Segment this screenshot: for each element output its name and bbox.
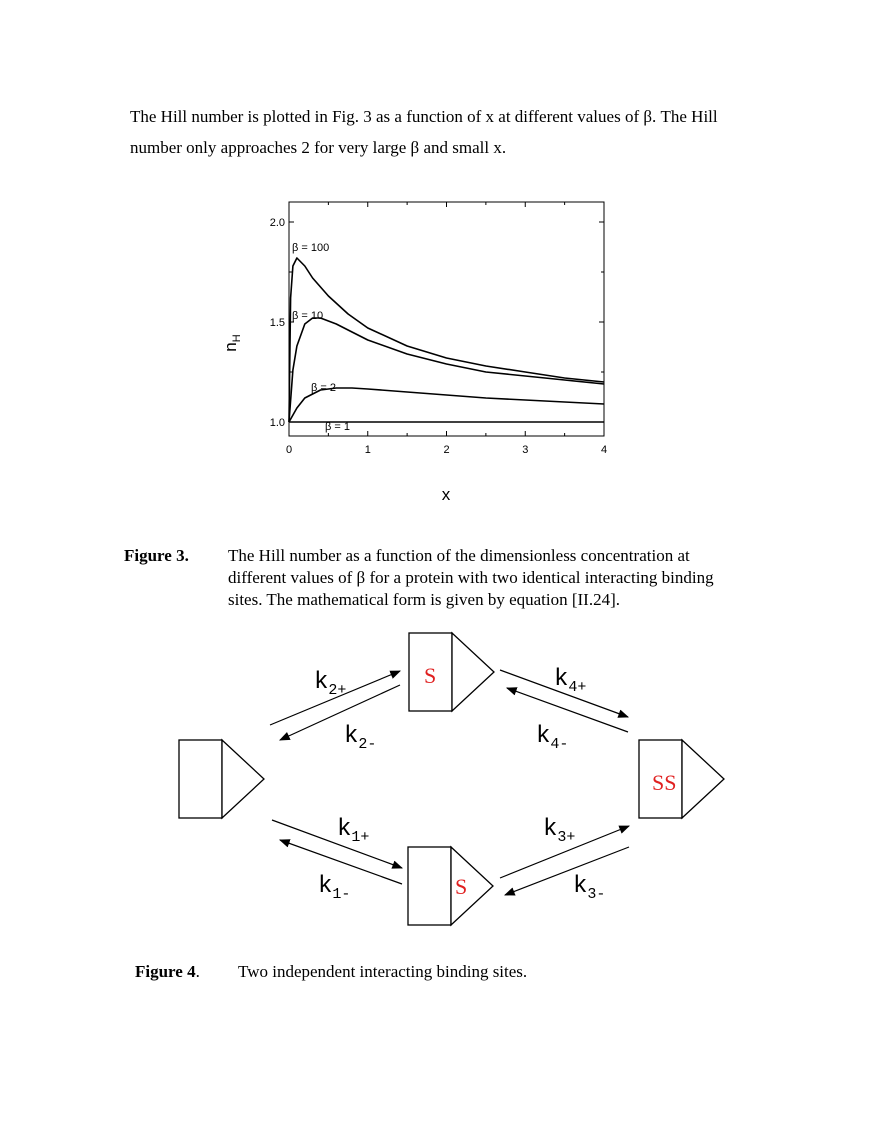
svg-text:nH: nH xyxy=(221,334,243,351)
figure4-caption: Figure 4. Two independent interacting bi… xyxy=(0,961,880,991)
x-tick-label: 0 xyxy=(286,444,292,456)
series-curves xyxy=(288,257,605,423)
substrate-label: S xyxy=(664,770,676,795)
x-tick-label: 4 xyxy=(601,444,607,456)
series-label-beta-10: β = 10 xyxy=(292,310,323,322)
arrow-k3-plus xyxy=(499,825,631,879)
y-axis-label: nH xyxy=(221,334,243,351)
series-line-beta-10 xyxy=(288,317,605,423)
series-line-beta-100 xyxy=(288,257,605,423)
figure4-label-text: Figure 4 xyxy=(135,962,196,981)
series-label-beta-2: β = 2 xyxy=(311,382,336,394)
y-tick-label: 2.0 xyxy=(270,217,285,229)
rate-k4-plus: k4+ xyxy=(554,666,586,696)
protein-empty xyxy=(178,738,265,820)
svg-text:S: S xyxy=(424,663,436,688)
arrow-k1-minus xyxy=(278,839,403,885)
figure3-caption: Figure 3. The Hill number as a function … xyxy=(0,541,880,611)
substrate-label: S xyxy=(455,874,467,899)
protein-bottom-bound: S xyxy=(407,845,494,927)
arrow-k1-plus xyxy=(271,819,404,869)
rate-k2-minus: k2- xyxy=(344,723,376,753)
series-line-beta-2 xyxy=(288,387,605,423)
figure3-caption-text: The Hill number as a function of the dim… xyxy=(228,546,714,609)
rate-k2-plus: k2+ xyxy=(314,669,346,699)
substrate-label: S xyxy=(424,663,436,688)
svg-text:S: S xyxy=(455,874,467,899)
figure4-label-suffix: . xyxy=(195,962,200,981)
series-labels: β = 100 β = 10 β = 2 β = 1 xyxy=(292,242,350,433)
y-axis-label-main: n xyxy=(221,342,240,351)
arrow-k3-minus xyxy=(503,846,630,896)
arrow-k2-plus xyxy=(269,670,401,726)
rate-k1-plus: k1+ xyxy=(337,816,369,846)
substrate-label: S xyxy=(652,770,664,795)
rate-k1-minus: k1- xyxy=(318,873,350,903)
series-label-beta-1: β = 1 xyxy=(325,421,350,433)
protein-double-bound: SS xyxy=(638,738,725,820)
axis-ticks: 0 1 2 3 4 1.0 1.5 2.0 xyxy=(270,202,607,456)
series-label-beta-100: β = 100 xyxy=(292,242,329,254)
y-tick-label: 1.5 xyxy=(270,317,285,329)
arrow-k4-plus xyxy=(499,669,630,718)
x-tick-label: 3 xyxy=(522,444,528,456)
hill-number-chart: 0 1 2 3 4 1.0 1.5 2.0 β = 100 β = 10 β = 2 β = 1 x… xyxy=(221,201,607,504)
figure4-caption-text: Two independent interacting binding site… xyxy=(238,962,528,981)
figure4-label: Figure 4. xyxy=(135,961,200,983)
figure3-label: Figure 3. xyxy=(124,546,189,565)
arrow-k4-minus xyxy=(505,687,629,733)
intro-paragraph: The Hill number is plotted in Fig. 3 as … xyxy=(130,107,718,157)
x-axis-label: x xyxy=(442,485,451,504)
x-tick-label: 1 xyxy=(365,444,371,456)
svg-text:SS: SS xyxy=(652,770,677,795)
y-tick-label: 1.0 xyxy=(270,417,285,429)
y-axis-label-sub: H xyxy=(231,334,243,342)
arrow-k2-minus xyxy=(279,684,401,741)
rate-k4-minus: k4- xyxy=(536,723,568,753)
protein-top-bound: S xyxy=(408,631,495,713)
rate-k3-minus: k3- xyxy=(573,873,605,903)
x-tick-label: 2 xyxy=(443,444,449,456)
rate-k3-plus: k3+ xyxy=(543,816,575,846)
